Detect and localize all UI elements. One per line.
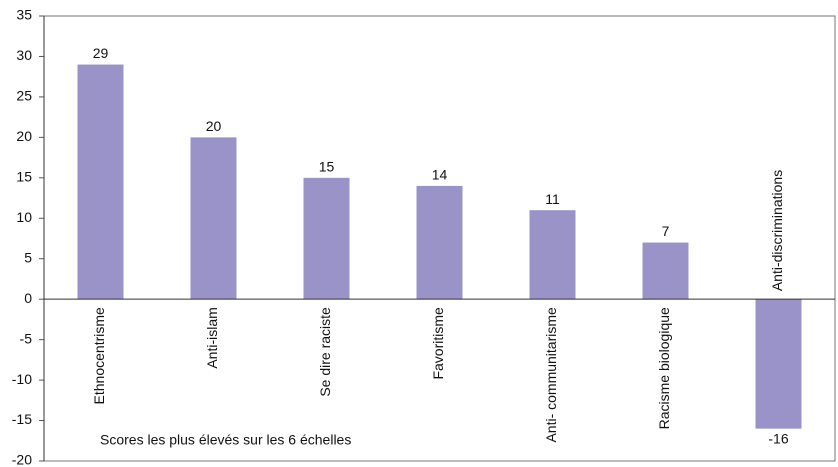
y-tick-label: 0 bbox=[24, 290, 32, 306]
bar bbox=[755, 299, 802, 429]
bar bbox=[416, 185, 463, 300]
y-tick-label: 30 bbox=[16, 47, 32, 63]
x-tick-label: Racisme biologique bbox=[656, 307, 672, 429]
value-label: 7 bbox=[662, 223, 670, 239]
x-tick-label: Ethnocentrisme bbox=[91, 307, 107, 404]
bar bbox=[529, 210, 576, 300]
y-tick-label: 20 bbox=[16, 128, 32, 144]
annotation: Scores les plus élevés sur les 6 échelle… bbox=[100, 432, 351, 448]
y-tick-label: 10 bbox=[16, 209, 32, 225]
bar bbox=[77, 64, 124, 300]
value-label: -16 bbox=[768, 430, 788, 446]
x-tick-label: Favoritisme bbox=[430, 307, 446, 380]
value-label: 20 bbox=[206, 118, 222, 134]
value-label: 11 bbox=[545, 191, 560, 207]
x-tick-label: Se dire raciste bbox=[317, 307, 333, 397]
y-tick-label: -10 bbox=[12, 371, 32, 387]
y-tick-label: -20 bbox=[12, 452, 32, 467]
y-tick-label: 25 bbox=[16, 88, 32, 104]
bar bbox=[190, 137, 237, 300]
y-tick-label: -15 bbox=[12, 411, 32, 427]
y-tick-label: -5 bbox=[20, 330, 33, 346]
x-tick-label: Anti-discriminations bbox=[769, 170, 785, 291]
y-tick-label: 35 bbox=[16, 7, 32, 23]
y-tick-label: 5 bbox=[24, 249, 32, 265]
bar bbox=[303, 177, 350, 300]
bar bbox=[642, 242, 689, 300]
value-label: 29 bbox=[93, 45, 109, 61]
value-label: 15 bbox=[319, 159, 335, 175]
y-tick-label: 15 bbox=[16, 169, 32, 185]
value-label: 14 bbox=[432, 167, 448, 183]
x-tick-label: Anti- communitarisme bbox=[543, 307, 559, 443]
x-tick-label: Anti-islam bbox=[204, 307, 220, 368]
